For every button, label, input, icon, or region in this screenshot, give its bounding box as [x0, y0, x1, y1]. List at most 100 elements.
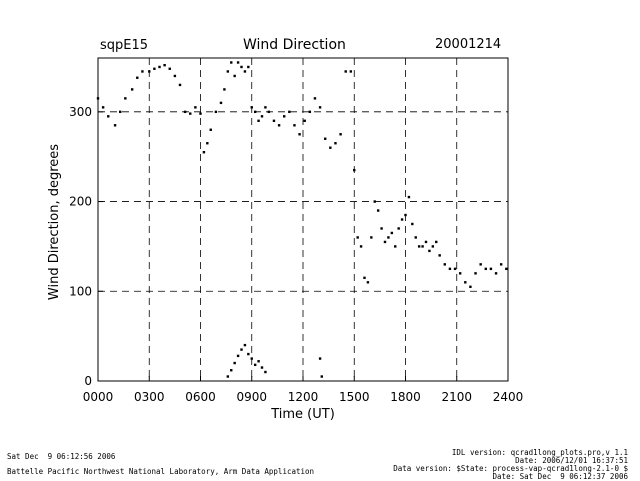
- data-point: [464, 281, 467, 284]
- data-point: [431, 245, 435, 248]
- site-label: sqpE15: [100, 38, 149, 53]
- x-tick-label: 0300: [134, 390, 165, 404]
- data-point: [363, 276, 366, 280]
- y-axis-ticks: 0 100 200 300: [69, 105, 103, 388]
- data-point: [96, 97, 100, 100]
- data-point: [474, 272, 477, 275]
- y-tick-label: 100: [69, 284, 92, 298]
- data-point: [240, 65, 243, 69]
- data-point: [226, 375, 230, 378]
- data-point: [277, 124, 281, 127]
- data-point: [443, 263, 446, 266]
- y-tick-label: 200: [69, 195, 92, 209]
- x-tick-label: 0000: [83, 390, 114, 404]
- data-point: [206, 142, 209, 145]
- data-point: [387, 236, 390, 239]
- data-point: [183, 110, 187, 114]
- data-point: [453, 267, 457, 271]
- data-point: [376, 209, 380, 212]
- data-point: [257, 360, 260, 363]
- data-point: [257, 119, 260, 123]
- data-point: [141, 70, 144, 73]
- data-point: [424, 240, 428, 244]
- data-point: [253, 363, 257, 367]
- data-point: [247, 352, 250, 356]
- data-point: [499, 263, 503, 266]
- x-tick-label: 1500: [339, 390, 370, 404]
- data-point: [288, 110, 291, 114]
- x-tick-label: 0600: [185, 390, 216, 404]
- data-point: [339, 133, 342, 136]
- data-point: [253, 110, 257, 114]
- data-point: [349, 70, 353, 73]
- data-point: [380, 227, 383, 230]
- data-point: [370, 236, 373, 239]
- data-point: [250, 106, 253, 109]
- data-point: [334, 142, 337, 145]
- data-point: [407, 195, 411, 199]
- footer-data-version: Data version: $State: process-vap-qcrad1…: [393, 464, 628, 473]
- data-point: [264, 106, 267, 109]
- data-point: [411, 222, 414, 226]
- footer-data-date: Date: Sat Dec 9 06:12:37 2006: [492, 472, 628, 481]
- data-point: [293, 124, 296, 127]
- data-point: [494, 272, 498, 275]
- data-point: [226, 70, 230, 73]
- data-point: [209, 128, 212, 131]
- data-point: [260, 115, 264, 118]
- data-point: [272, 119, 276, 123]
- data-point: [267, 110, 271, 114]
- data-point: [283, 115, 286, 118]
- data-point: [124, 97, 127, 100]
- footer-timestamp: Sat Dec 9 06:12:56 2006: [7, 452, 116, 461]
- data-point: [366, 281, 370, 284]
- x-tick-label: 2100: [441, 390, 472, 404]
- data-point: [148, 70, 151, 73]
- data-point: [119, 110, 122, 114]
- data-point: [194, 106, 197, 109]
- data-point: [107, 115, 110, 118]
- data-point: [383, 240, 387, 244]
- data-point: [479, 263, 482, 266]
- data-point: [324, 137, 327, 140]
- x-axis-label: Time (UT): [270, 407, 335, 422]
- data-point: [390, 231, 394, 235]
- data-point: [417, 245, 421, 248]
- data-point: [168, 67, 171, 70]
- date-label: 20001214: [435, 37, 502, 52]
- data-point: [240, 348, 243, 351]
- data-point: [303, 119, 306, 123]
- data-point: [397, 227, 400, 230]
- data-point: [219, 101, 223, 105]
- data-point: [318, 357, 322, 360]
- data-point: [414, 236, 417, 239]
- data-point: [189, 112, 192, 115]
- data-point: [373, 200, 376, 203]
- data-point: [484, 267, 487, 271]
- chart-title: Wind Direction: [243, 37, 346, 53]
- data-point: [247, 65, 250, 69]
- data-point: [199, 112, 202, 115]
- data-point: [318, 106, 322, 109]
- data-point: [329, 146, 332, 149]
- data-point: [260, 366, 264, 369]
- data-point: [223, 88, 226, 91]
- data-point: [158, 65, 161, 69]
- x-tick-label: 2400: [493, 390, 524, 404]
- data-point: [438, 254, 441, 257]
- data-point: [243, 343, 247, 347]
- data-point: [113, 124, 117, 127]
- footer-idl-date: Date: 2006/12/01 16:37:51: [515, 456, 628, 465]
- data-point: [469, 285, 472, 288]
- data-point: [489, 267, 493, 271]
- data-point: [233, 74, 236, 78]
- data-point: [178, 83, 182, 87]
- data-point: [428, 249, 431, 253]
- footer-idl-version: IDL version: qcrad1long_plots.pro,v 1.1: [451, 448, 628, 457]
- x-tick-label: 0900: [236, 390, 267, 404]
- data-point: [101, 106, 105, 109]
- footer-lab: Battelle Pacific Northwest National Labo…: [7, 467, 315, 476]
- data-point: [404, 213, 407, 217]
- data-point: [136, 76, 139, 79]
